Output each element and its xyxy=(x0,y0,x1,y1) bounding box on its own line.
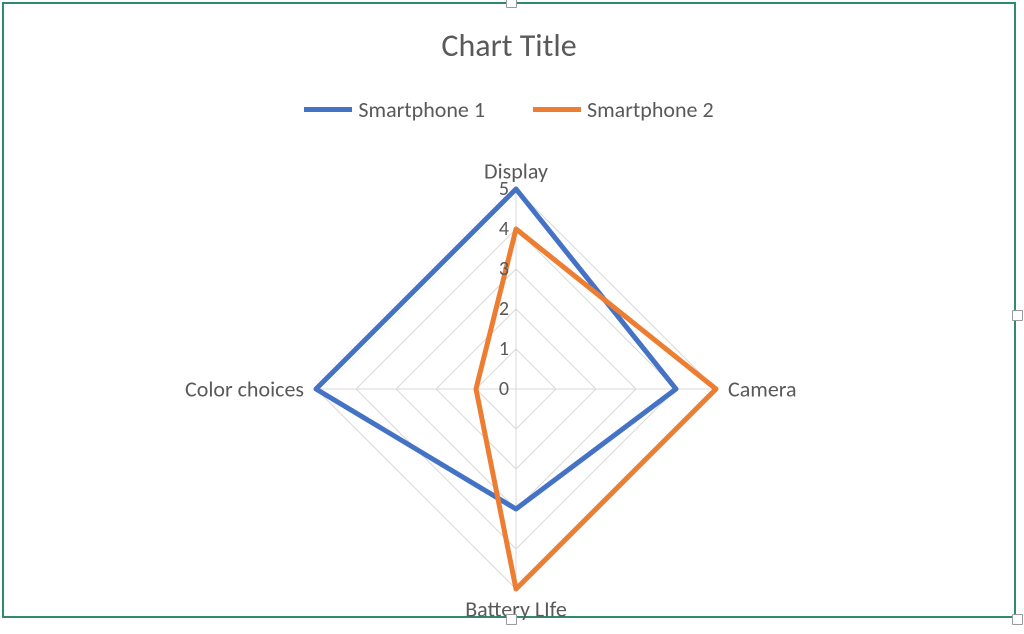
series-line-2[interactable] xyxy=(476,229,716,589)
selection-handle-bottom-right[interactable] xyxy=(1012,614,1023,625)
selection-handle-bottom[interactable] xyxy=(506,614,517,625)
selection-handle-right[interactable] xyxy=(1012,310,1023,321)
selection-handle-top[interactable] xyxy=(506,0,517,8)
tick-label: 5 xyxy=(499,177,509,201)
series-line-1[interactable] xyxy=(316,189,676,509)
chart-frame[interactable]: Chart Title Smartphone 1 Smartphone 2 Di… xyxy=(2,2,1016,618)
radar-plot xyxy=(4,4,1018,620)
tick-label: 1 xyxy=(499,337,509,361)
tick-label: 3 xyxy=(499,257,509,281)
axis-label: Color choices xyxy=(185,376,304,403)
axis-label: Camera xyxy=(728,376,797,403)
axis-label: Display xyxy=(484,158,548,185)
tick-label: 4 xyxy=(499,217,509,241)
tick-label: 2 xyxy=(499,297,509,321)
tick-label: 0 xyxy=(499,377,509,401)
